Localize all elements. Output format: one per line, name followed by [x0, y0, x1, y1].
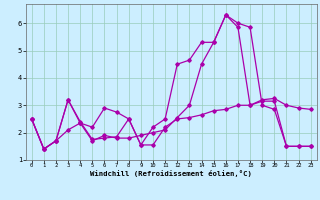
X-axis label: Windchill (Refroidissement éolien,°C): Windchill (Refroidissement éolien,°C) — [90, 170, 252, 177]
